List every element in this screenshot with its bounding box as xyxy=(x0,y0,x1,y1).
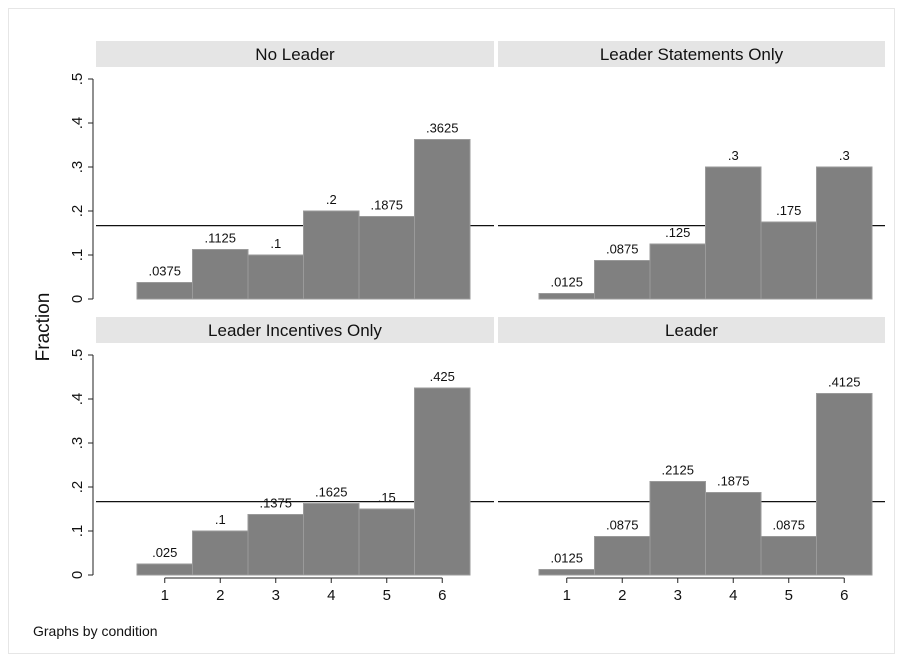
bar xyxy=(538,569,595,576)
y-tick-label: .3 xyxy=(69,437,86,450)
bar-value-label: .0875 xyxy=(772,518,805,533)
bar-value-label: .15 xyxy=(378,490,396,505)
y-tick-label: .2 xyxy=(69,481,86,494)
x-tick-label: 5 xyxy=(383,587,391,604)
x-tick-label: 4 xyxy=(327,587,335,604)
bar xyxy=(705,166,762,300)
bar-value-label: .0875 xyxy=(606,242,639,257)
x-tick-label: 5 xyxy=(785,587,793,604)
y-tick-label: .1 xyxy=(69,249,86,262)
bar xyxy=(816,166,873,300)
panel-strip xyxy=(498,317,885,343)
panel-strip xyxy=(96,41,494,67)
bar xyxy=(192,249,249,300)
bar xyxy=(136,563,193,576)
bar xyxy=(247,254,304,300)
bar-value-label: .425 xyxy=(430,369,455,384)
bar-value-label: .1875 xyxy=(370,198,403,213)
y-tick-label: .2 xyxy=(69,205,86,218)
bar xyxy=(358,508,415,576)
panel-title: No Leader xyxy=(255,45,335,64)
bar-value-label: .0375 xyxy=(148,264,181,279)
graphs-note: Graphs by condition xyxy=(33,623,158,639)
x-tick-label: 3 xyxy=(674,587,682,604)
bar-value-label: .0875 xyxy=(606,518,639,533)
y-tick-label: .5 xyxy=(69,73,86,86)
bar-value-label: .0125 xyxy=(550,551,583,566)
bar-value-label: .2 xyxy=(326,192,337,207)
panel-strip xyxy=(96,317,494,343)
bar xyxy=(247,514,304,576)
y-tick-label: .5 xyxy=(69,349,86,362)
bar-value-label: .1125 xyxy=(204,231,236,246)
y-tick-label: 0 xyxy=(69,295,86,303)
bar-value-label: .1375 xyxy=(259,496,292,511)
bar xyxy=(816,393,873,576)
y-tick-label: 0 xyxy=(69,571,86,579)
y-axis-title: Fraction xyxy=(33,293,54,362)
x-tick-label: 1 xyxy=(563,587,571,604)
y-tick-label: .4 xyxy=(69,393,86,406)
bar xyxy=(538,293,595,300)
bar xyxy=(705,492,762,576)
bar xyxy=(649,243,706,300)
bar-value-label: .3625 xyxy=(426,121,459,136)
bar xyxy=(136,282,193,300)
bar xyxy=(594,536,651,576)
panel-title: Leader Incentives Only xyxy=(208,321,382,340)
bar-value-label: .4125 xyxy=(828,375,861,390)
bar-value-label: .0125 xyxy=(550,275,583,290)
x-tick-label: 4 xyxy=(729,587,737,604)
panel-title: Leader xyxy=(665,321,718,340)
bar-value-label: .3 xyxy=(728,148,739,163)
panel-strip xyxy=(498,41,885,67)
bar-value-label: .3 xyxy=(839,148,850,163)
bar xyxy=(414,387,471,576)
bar-value-label: .125 xyxy=(665,225,690,240)
bar xyxy=(303,503,360,576)
bar-value-label: .2125 xyxy=(661,463,694,478)
x-tick-label: 3 xyxy=(272,587,280,604)
x-tick-label: 6 xyxy=(840,587,848,604)
bar-value-label: .025 xyxy=(152,545,177,560)
y-tick-label: .1 xyxy=(69,525,86,538)
bar xyxy=(649,481,706,576)
y-tick-label: .3 xyxy=(69,161,86,174)
bar xyxy=(760,536,817,576)
panel-title: Leader Statements Only xyxy=(600,45,784,64)
bar-value-label: .1 xyxy=(215,512,226,527)
bar xyxy=(358,216,415,300)
bar-value-label: .1 xyxy=(270,236,281,251)
bar-value-label: .1875 xyxy=(717,474,750,489)
bar xyxy=(414,139,471,300)
x-tick-label: 2 xyxy=(216,587,224,604)
x-tick-label: 2 xyxy=(618,587,626,604)
bar xyxy=(303,210,360,300)
bar xyxy=(594,260,651,300)
bar-value-label: .1625 xyxy=(315,485,348,500)
bar xyxy=(760,221,817,300)
x-tick-label: 6 xyxy=(438,587,446,604)
y-tick-label: .4 xyxy=(69,117,86,130)
bar xyxy=(192,530,249,576)
x-tick-label: 1 xyxy=(161,587,169,604)
bar-value-label: .175 xyxy=(776,203,801,218)
